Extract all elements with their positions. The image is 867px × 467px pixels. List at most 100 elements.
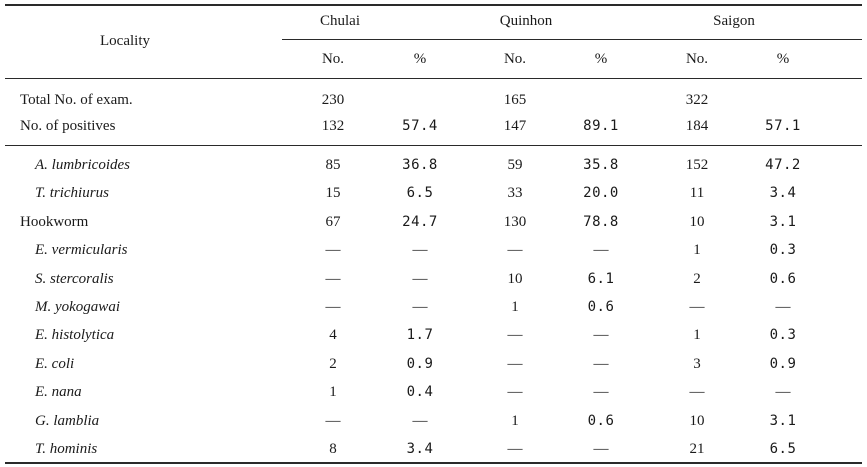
percent-cell: 0.9 (406, 356, 434, 372)
count-cell: — (325, 299, 341, 315)
count-cell: 130 (503, 214, 527, 230)
count-cell: — (507, 441, 523, 457)
count-cell: 3 (693, 356, 701, 372)
percent-cell: 0.3 (769, 242, 797, 258)
count-cell: 85 (325, 157, 341, 173)
percent-cell: 6.5 (769, 441, 797, 457)
percent-cell: 3.4 (769, 185, 797, 201)
count-cell: 15 (325, 185, 341, 201)
percent-cell: 20.0 (583, 185, 619, 201)
count-cell: 132 (321, 118, 345, 134)
percent-cell: 3.4 (406, 441, 434, 457)
percent-cell: 47.2 (765, 157, 801, 173)
count-cell: — (507, 242, 523, 258)
count-cell: 230 (321, 92, 345, 108)
locality-header: Locality (100, 33, 150, 49)
percent-cell: — (775, 384, 791, 400)
count-cell: 322 (685, 92, 709, 108)
percent-cell: 0.3 (769, 327, 797, 343)
parasite-row-label: T. trichiurus (35, 185, 109, 201)
count-column-header: No. (503, 51, 527, 67)
count-cell: 8 (329, 441, 337, 457)
count-cell: 67 (325, 214, 341, 230)
count-cell: — (689, 299, 705, 315)
count-cell: 10 (507, 271, 523, 287)
percent-cell: 36.8 (402, 157, 438, 173)
locality-quinhon-header: Quinhon (499, 13, 553, 29)
summary-row-label: No. of positives (20, 118, 116, 134)
bottom-rule (5, 462, 862, 464)
percent-cell: 78.8 (583, 214, 619, 230)
percent-cell: 6.1 (587, 271, 615, 287)
summary-row-label: Total No. of exam. (20, 92, 133, 108)
parasite-row-label: T. hominis (35, 441, 98, 457)
count-cell: 10 (689, 214, 705, 230)
percent-cell: 24.7 (402, 214, 438, 230)
count-column-header: No. (321, 51, 345, 67)
count-cell: 1 (693, 242, 701, 258)
count-cell: 59 (507, 157, 523, 173)
percent-cell: 3.1 (769, 413, 797, 429)
percent-column-header: % (776, 51, 790, 67)
percent-cell: 0.9 (769, 356, 797, 372)
count-column-header: No. (685, 51, 709, 67)
count-cell: 4 (329, 327, 337, 343)
percent-cell: 0.6 (587, 299, 615, 315)
locality-chulai-header: Chulai (320, 13, 360, 29)
parasite-row-label: Hookworm (20, 214, 89, 230)
percent-cell: 89.1 (583, 118, 619, 134)
percent-cell: — (593, 327, 609, 343)
count-cell: — (507, 384, 523, 400)
count-cell: 147 (503, 118, 527, 134)
count-cell: 1 (693, 327, 701, 343)
parasite-row-label: G. lamblia (35, 413, 100, 429)
percent-cell: — (593, 356, 609, 372)
count-cell: 2 (693, 271, 701, 287)
percent-cell: 57.4 (402, 118, 438, 134)
summary-bottom-rule (5, 145, 862, 146)
parasite-row-label: S. stercoralis (35, 271, 114, 287)
percent-cell: 0.4 (406, 384, 434, 400)
group-underline-rule (282, 39, 862, 40)
percent-cell: — (775, 299, 791, 315)
count-cell: — (325, 271, 341, 287)
locality-saigon-header: Saigon (713, 13, 755, 29)
count-cell: 165 (503, 92, 527, 108)
percent-cell: — (593, 242, 609, 258)
percent-cell: 0.6 (769, 271, 797, 287)
count-cell: 184 (685, 118, 709, 134)
percent-cell: 57.1 (765, 118, 801, 134)
percent-column-header: % (594, 51, 608, 67)
percent-cell: 0.6 (587, 413, 615, 429)
count-cell: 1 (511, 413, 519, 429)
top-rule (5, 4, 862, 6)
percent-cell: 35.8 (583, 157, 619, 173)
count-cell: — (507, 327, 523, 343)
count-cell: — (325, 413, 341, 429)
count-cell: 152 (685, 157, 709, 173)
percent-cell: — (412, 242, 428, 258)
percent-cell: — (593, 441, 609, 457)
count-cell: 33 (507, 185, 523, 201)
percent-cell: — (412, 413, 428, 429)
parasite-row-label: E. coli (35, 356, 75, 372)
count-cell: 1 (511, 299, 519, 315)
percent-cell: 3.1 (769, 214, 797, 230)
count-cell: — (689, 384, 705, 400)
percent-cell: 6.5 (406, 185, 434, 201)
count-cell: 1 (329, 384, 337, 400)
percent-cell: 1.7 (406, 327, 434, 343)
percent-column-header: % (413, 51, 427, 67)
count-cell: 10 (689, 413, 705, 429)
count-cell: 11 (689, 185, 705, 201)
parasite-row-label: M. yokogawai (35, 299, 120, 315)
count-cell: — (325, 242, 341, 258)
count-cell: 21 (689, 441, 705, 457)
parasite-row-label: E. vermicularis (35, 242, 128, 258)
count-cell: 2 (329, 356, 337, 372)
header-bottom-rule (5, 78, 862, 79)
count-cell: — (507, 356, 523, 372)
percent-cell: — (412, 299, 428, 315)
parasite-row-label: E. nana (35, 384, 82, 400)
